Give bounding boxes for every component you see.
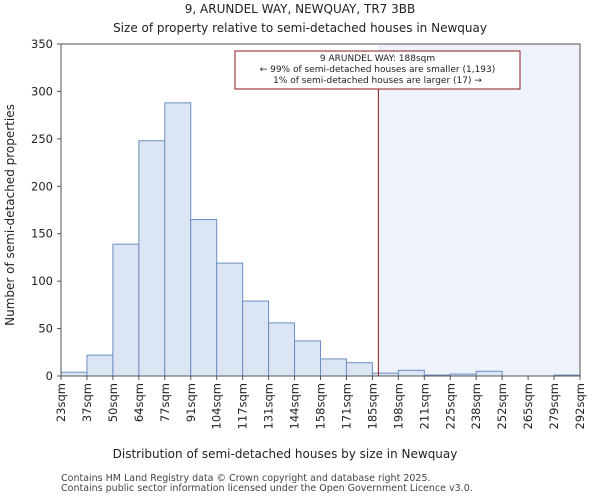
- x-tick-label: 211sqm: [417, 383, 431, 429]
- x-tick-label: 198sqm: [391, 383, 405, 429]
- histogram-bar: [320, 358, 347, 377]
- histogram-bar: [164, 102, 192, 377]
- histogram-bar: [268, 322, 296, 377]
- histogram-bar: [60, 371, 88, 377]
- histogram-bar: [345, 362, 373, 377]
- x-tick-label: 64sqm: [132, 383, 146, 422]
- histogram-bar: [138, 140, 166, 377]
- y-tick-label: 150: [31, 227, 53, 241]
- histogram-bar: [112, 243, 140, 377]
- y-axis-label: Number of semi-detached properties: [3, 104, 17, 326]
- histogram-bar: [397, 369, 425, 377]
- x-tick-label: 91sqm: [184, 383, 198, 422]
- x-tick-label: 171sqm: [339, 383, 353, 429]
- histogram-bar: [86, 354, 114, 377]
- annotation-line-2: ← 99% of semi-detached houses are smalle…: [260, 65, 496, 75]
- chart-title: 9, ARUNDEL WAY, NEWQUAY, TR7 3BB: [185, 2, 415, 16]
- y-tick-label: 100: [31, 274, 53, 288]
- x-tick-label: 104sqm: [210, 383, 224, 429]
- chart-subtitle: Size of property relative to semi-detach…: [113, 21, 487, 35]
- x-tick-label: 37sqm: [80, 383, 94, 422]
- x-tick-label: 131sqm: [262, 383, 276, 429]
- y-tick-label: 300: [31, 84, 53, 98]
- y-tick-label: 350: [31, 37, 53, 51]
- x-tick-label: 117sqm: [236, 383, 250, 429]
- x-tick-label: 252sqm: [495, 383, 509, 429]
- x-tick-label: 77sqm: [158, 383, 172, 422]
- y-tick-label: 200: [31, 179, 53, 193]
- annotation-box: [234, 50, 521, 90]
- larger-properties-region: [378, 44, 580, 376]
- x-tick-label: 144sqm: [288, 383, 302, 429]
- x-tick-label: 238sqm: [469, 383, 483, 429]
- y-tick-label: 250: [31, 132, 53, 146]
- histogram-bar: [294, 340, 321, 377]
- property-annotation: 9 ARUNDEL WAY: 188sqm ← 99% of semi-deta…: [234, 50, 521, 90]
- footer-copyright: Contains HM Land Registry data © Crown c…: [61, 473, 431, 484]
- histogram-bar: [475, 370, 503, 377]
- x-tick-label: 279sqm: [547, 383, 561, 429]
- x-tick-label: 23sqm: [54, 383, 68, 422]
- x-tick-label: 292sqm: [573, 383, 587, 429]
- histogram-bar: [242, 300, 270, 377]
- annotation-line-3: 1% of semi-detached houses are larger (1…: [273, 76, 482, 86]
- histogram-bar: [190, 218, 218, 377]
- x-tick-label: 185sqm: [365, 383, 379, 429]
- x-tick-label: 265sqm: [521, 383, 535, 429]
- y-tick-label: 50: [38, 322, 53, 336]
- footer-licence: Contains public sector information licen…: [61, 483, 473, 494]
- x-tick-label: 50sqm: [106, 383, 120, 422]
- x-tick-label: 158sqm: [314, 383, 328, 429]
- x-axis-label: Distribution of semi-detached houses by …: [113, 447, 458, 461]
- x-tick-label: 225sqm: [443, 383, 457, 429]
- annotation-line-1: 9 ARUNDEL WAY: 188sqm: [320, 54, 435, 64]
- histogram-bar: [216, 262, 244, 377]
- y-tick-label: 0: [46, 369, 53, 383]
